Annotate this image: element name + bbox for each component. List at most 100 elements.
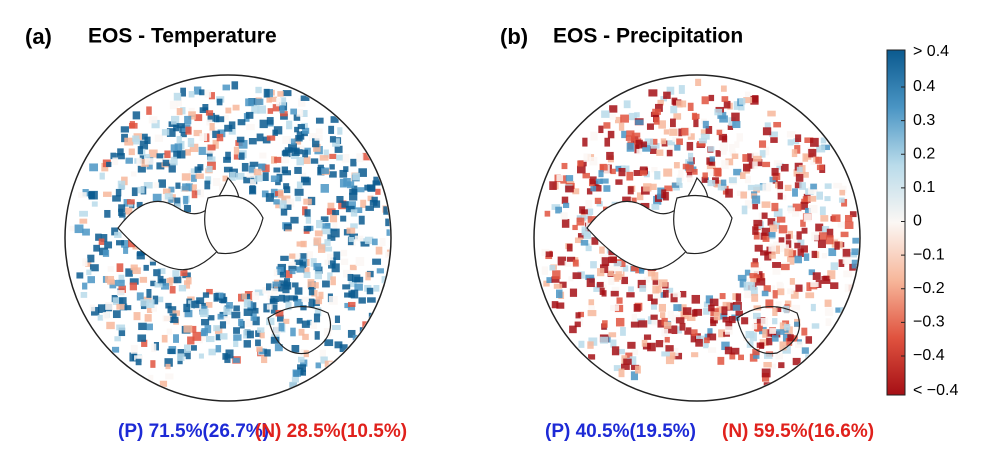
map-boundary bbox=[533, 74, 861, 402]
map-pixel bbox=[180, 267, 188, 277]
map-pixel bbox=[771, 167, 779, 176]
map-pixel bbox=[721, 306, 728, 316]
map-pixel bbox=[761, 201, 771, 208]
map-pixel bbox=[372, 258, 382, 265]
map-pixel bbox=[838, 259, 845, 267]
map-pixel bbox=[801, 347, 809, 354]
map-pixel bbox=[741, 205, 748, 215]
map-pixel bbox=[379, 238, 386, 246]
map-pixel bbox=[151, 119, 160, 129]
map-pixel bbox=[838, 197, 845, 203]
map-pixel bbox=[277, 266, 284, 275]
map-pixel bbox=[157, 268, 166, 275]
map-pixel bbox=[643, 183, 652, 192]
map-pixel bbox=[804, 137, 814, 143]
map-pixel bbox=[581, 209, 588, 215]
map-pixel bbox=[273, 269, 281, 277]
map-pixel bbox=[350, 289, 359, 299]
map-pixel bbox=[375, 246, 383, 255]
map-pixel bbox=[557, 256, 567, 266]
map-panel-b bbox=[541, 78, 859, 392]
map-pixel bbox=[732, 304, 741, 311]
map-pixel bbox=[626, 142, 635, 152]
map-pixel bbox=[266, 97, 272, 103]
map-pixel bbox=[114, 231, 122, 238]
map-pixel bbox=[150, 360, 156, 368]
map-pixel bbox=[650, 143, 660, 149]
map-pixel bbox=[308, 133, 317, 142]
map-pixel bbox=[719, 115, 728, 123]
map-pixel bbox=[736, 133, 743, 142]
map-pixel bbox=[294, 298, 303, 307]
map-pixel bbox=[213, 325, 221, 332]
map-pixel bbox=[148, 149, 158, 158]
map-pixel bbox=[223, 166, 233, 173]
map-pixel bbox=[796, 166, 803, 173]
map-pixel bbox=[311, 282, 319, 289]
map-pixel bbox=[336, 195, 344, 203]
map-pixel bbox=[651, 272, 659, 281]
coastline bbox=[204, 194, 264, 255]
map-pixel bbox=[216, 133, 224, 142]
map-pixel bbox=[568, 276, 574, 282]
map-pixel bbox=[329, 171, 337, 178]
map-pixel bbox=[301, 320, 310, 328]
map-pixel bbox=[243, 340, 251, 348]
map-pixel bbox=[123, 246, 129, 254]
map-pixel bbox=[703, 301, 713, 308]
map-pixel bbox=[187, 138, 195, 147]
map-pixel bbox=[678, 169, 684, 176]
map-pixel bbox=[685, 164, 694, 173]
map-pixel bbox=[112, 195, 121, 202]
map-pixel bbox=[776, 162, 784, 170]
map-pixel bbox=[695, 338, 703, 347]
map-pixel bbox=[671, 314, 680, 322]
map-pixel bbox=[313, 263, 322, 271]
map-pixel bbox=[803, 171, 809, 178]
map-pixel bbox=[784, 326, 793, 336]
map-pixel bbox=[223, 316, 230, 325]
map-pixel bbox=[301, 110, 308, 117]
map-pixel bbox=[828, 248, 837, 257]
map-pixel bbox=[267, 108, 274, 114]
map-pixel bbox=[318, 291, 324, 300]
map-pixel bbox=[300, 359, 308, 367]
map-pixel bbox=[191, 300, 200, 308]
map-pixel bbox=[792, 210, 800, 217]
map-pixel bbox=[610, 305, 620, 311]
map-pixel bbox=[698, 138, 707, 144]
map-pixel bbox=[590, 261, 597, 269]
map-pixel bbox=[720, 179, 727, 186]
map-pixel bbox=[259, 331, 265, 339]
map-pixel bbox=[237, 119, 246, 126]
map-pixel bbox=[129, 121, 135, 129]
map-pixel bbox=[817, 239, 826, 249]
map-pixel bbox=[385, 218, 390, 227]
map-pixel bbox=[136, 292, 144, 301]
map-pixel bbox=[284, 270, 293, 278]
map-pixel bbox=[810, 281, 819, 288]
positive-stat: (P) 40.5%(19.5%) bbox=[545, 421, 696, 442]
map-pixel bbox=[615, 165, 622, 172]
map-pixel bbox=[254, 289, 264, 296]
map-pixel bbox=[89, 304, 96, 312]
map-pixel bbox=[772, 318, 778, 325]
map-pixel bbox=[255, 86, 262, 94]
map-pixel bbox=[176, 150, 186, 159]
map-pixel bbox=[199, 133, 208, 142]
map-pixel bbox=[713, 168, 722, 177]
map-pixel bbox=[807, 195, 817, 202]
map-pixel bbox=[175, 97, 182, 107]
map-pixel bbox=[320, 356, 328, 364]
map-pixel bbox=[206, 288, 213, 295]
map-pixel bbox=[196, 189, 204, 198]
map-pixel bbox=[777, 288, 785, 296]
map-pixel bbox=[275, 309, 284, 317]
map-pixel bbox=[276, 173, 283, 182]
map-pixel bbox=[744, 175, 751, 184]
map-pixel bbox=[729, 352, 736, 360]
map-pixel bbox=[162, 188, 171, 195]
map-pixel bbox=[661, 317, 668, 326]
map-pixel bbox=[174, 197, 181, 207]
map-pixel bbox=[190, 345, 197, 351]
